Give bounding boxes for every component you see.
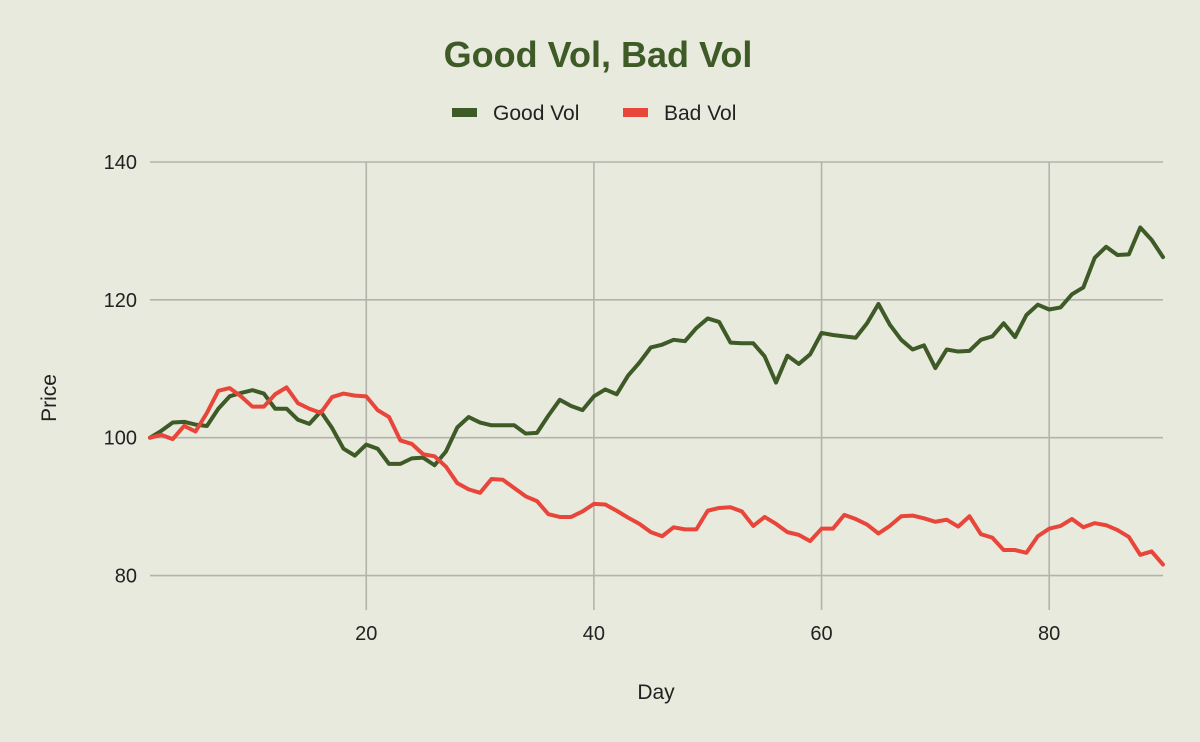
y-tick-label-120: 120	[104, 290, 137, 312]
y-axis-label: Price	[38, 374, 61, 422]
x-tick-label-80: 80	[1038, 623, 1060, 645]
legend: Good Vol Bad Vol	[452, 102, 736, 125]
series-lines	[148, 225, 1165, 567]
y-tick-label-140: 140	[104, 152, 137, 174]
x-tick-label-20: 20	[355, 623, 377, 645]
tick-labels: 80 100 120 140 20 40 60 80	[104, 152, 1061, 645]
x-axis-label: Day	[637, 681, 675, 704]
y-tick-label-100: 100	[104, 428, 137, 450]
legend-swatch-bad-vol	[623, 108, 648, 117]
chart-title: Good Vol, Bad Vol	[444, 34, 753, 75]
grid-lines	[150, 161, 1163, 610]
y-tick-label-80: 80	[115, 566, 137, 588]
legend-label-bad-vol: Bad Vol	[664, 102, 736, 125]
x-tick-label-40: 40	[583, 623, 605, 645]
x-tick-label-60: 60	[810, 623, 832, 645]
legend-label-good-vol: Good Vol	[493, 102, 579, 125]
legend-swatch-good-vol	[452, 108, 477, 117]
series-line-bad-vol	[148, 385, 1165, 567]
